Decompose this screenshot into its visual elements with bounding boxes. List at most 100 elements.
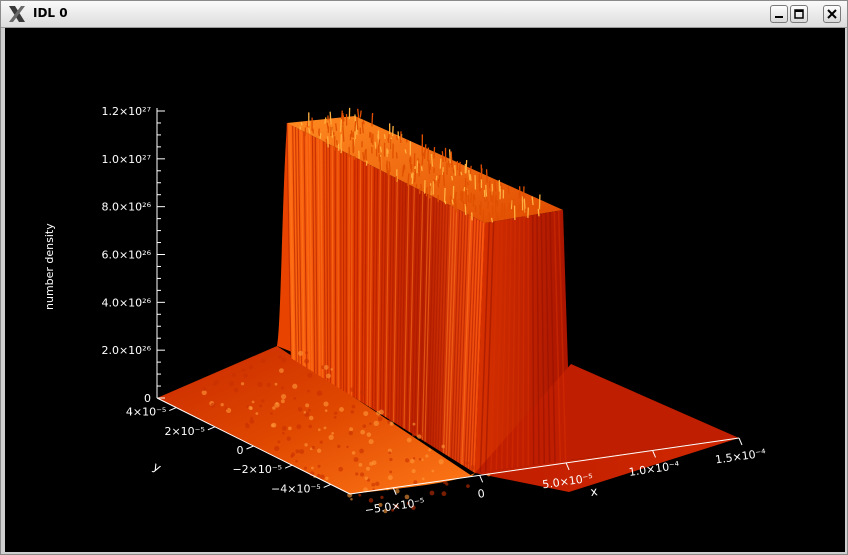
floor-speckle	[220, 403, 224, 407]
x-axis-line	[349, 437, 740, 495]
plateau-spike	[329, 111, 332, 125]
floor-speckle	[231, 372, 236, 378]
floor-speckle	[411, 505, 416, 510]
surface-stripe	[382, 172, 387, 416]
y-tick-mark	[207, 426, 216, 431]
plateau-spike	[306, 120, 309, 128]
surface-stripe	[484, 221, 495, 472]
plateau-spike	[339, 119, 343, 132]
plateau-spike	[531, 196, 534, 206]
floor-speckle	[288, 426, 292, 431]
floor-speckle	[406, 501, 410, 505]
surface-stripe	[506, 218, 512, 469]
plateau-spike	[466, 182, 469, 186]
floor-speckle	[296, 424, 302, 430]
surface-stripe	[495, 220, 504, 471]
surface-stripe	[406, 185, 413, 431]
surface-stripe	[421, 194, 430, 441]
floor-speckle	[261, 399, 265, 403]
floor-speckle	[368, 439, 374, 445]
floor-speckle	[330, 368, 333, 371]
surface-stripe	[390, 177, 396, 421]
surface-stripe	[317, 138, 321, 377]
floor-speckle	[323, 401, 329, 407]
floor-speckle	[286, 436, 292, 441]
floor-speckle	[371, 482, 376, 487]
surface-stripe	[300, 130, 305, 367]
plateau-spike	[325, 138, 328, 144]
floor-speckle	[297, 407, 303, 412]
plateau-spike	[494, 195, 497, 205]
x-tick-mark	[738, 437, 743, 446]
surface-stripe	[314, 137, 318, 375]
surface-stripe	[440, 204, 449, 452]
plateau-spike	[374, 141, 377, 149]
floor-speckle	[259, 404, 263, 408]
floor-speckle	[389, 457, 393, 462]
surface-stripe	[411, 188, 418, 434]
plateau-spike	[447, 160, 450, 168]
surface-stripe	[358, 160, 362, 401]
plateau-spike	[483, 196, 486, 202]
floor-speckle	[365, 466, 371, 471]
surface-stripe	[490, 220, 499, 471]
surface-stripe	[500, 219, 508, 470]
surface-stripe	[413, 190, 421, 436]
floor-speckle	[429, 490, 435, 496]
plateau-spike	[414, 168, 416, 175]
floor-speckle	[280, 399, 285, 404]
z-tick-label: 8.0×10²⁶	[101, 201, 151, 214]
x-logo-icon	[9, 6, 25, 22]
surface-stripe	[448, 208, 458, 457]
floor-speckle	[260, 358, 266, 364]
minimize-button[interactable]	[770, 5, 788, 23]
plateau-spike	[490, 217, 494, 223]
floor-speckle	[441, 444, 445, 449]
floor-speckle	[201, 390, 207, 396]
plateau-spike	[363, 149, 367, 160]
surface-stripe	[353, 157, 356, 398]
surface-stripe	[309, 134, 313, 372]
floor-speckle	[441, 491, 447, 497]
surface-stripe	[469, 220, 480, 470]
plateau-spike	[496, 199, 499, 207]
surface-stripe	[297, 128, 303, 365]
title-bar[interactable]: IDL 0	[1, 1, 847, 28]
x-axis-label: x	[589, 484, 598, 499]
floor-speckle	[339, 406, 344, 412]
floor-speckle	[421, 477, 425, 481]
floor-speckle	[233, 387, 239, 393]
surface-stripe	[557, 210, 567, 461]
maximize-button[interactable]	[790, 5, 808, 23]
plateau-spike	[458, 161, 461, 176]
plateau-spike	[378, 139, 381, 147]
surface-stripe	[371, 167, 376, 409]
floor-speckle	[411, 432, 416, 437]
floor-speckle	[386, 412, 390, 416]
x-tick-label: −5.0×10⁻⁵	[364, 496, 425, 517]
z-tick-label: 4.0×10²⁶	[101, 296, 151, 309]
x-tick-mark	[565, 462, 570, 471]
surface-stripe	[286, 122, 292, 359]
plateau-spike	[420, 166, 423, 172]
plateau-spike	[442, 172, 445, 187]
plateau-spike	[411, 172, 414, 185]
floor-speckle	[420, 432, 426, 437]
z-tick-label: 6.0×10²⁶	[101, 249, 151, 262]
floor-speckle	[373, 420, 379, 427]
x-tick-mark	[479, 475, 484, 483]
floor-speckle	[363, 411, 369, 417]
floor-speckle	[412, 422, 416, 426]
plateau-spike	[518, 186, 521, 199]
surface-stripe	[471, 221, 483, 472]
plateau-spike	[444, 200, 447, 205]
floor-speckle	[359, 472, 365, 477]
floor-speckle	[326, 373, 331, 379]
floor-speckle	[358, 462, 363, 467]
floor-speckle	[328, 434, 334, 441]
close-button[interactable]	[823, 5, 841, 23]
floor-speckle	[293, 397, 297, 400]
floor-speckle	[212, 382, 216, 386]
plateau-spike	[402, 167, 405, 173]
plateau-spike	[454, 165, 457, 176]
